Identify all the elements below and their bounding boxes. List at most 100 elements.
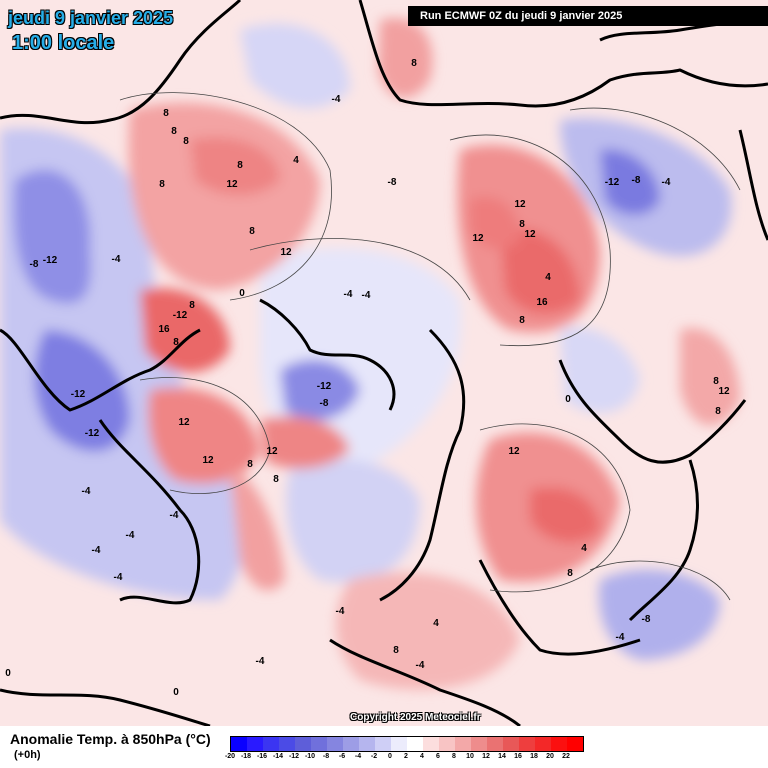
contour-label: 0 <box>5 668 11 679</box>
color-swatch <box>375 737 391 751</box>
contour-label: 16 <box>158 324 170 335</box>
color-scale-tick: 12 <box>482 753 490 760</box>
color-scale-tick: 6 <box>436 753 440 760</box>
color-swatch <box>551 737 567 751</box>
color-swatch <box>311 737 327 751</box>
color-swatch <box>247 737 263 751</box>
color-scale-tick: 10 <box>466 753 474 760</box>
contour-label: -4 <box>114 572 123 583</box>
contour-label: 8 <box>249 226 255 237</box>
contour-label: 8 <box>189 300 195 311</box>
color-scale <box>230 736 584 752</box>
color-swatch <box>279 737 295 751</box>
contour-label: 12 <box>514 199 526 210</box>
contour-label: 12 <box>524 229 536 240</box>
contour-label: -4 <box>362 290 371 301</box>
contour-label: -4 <box>112 254 121 265</box>
contour-label: 16 <box>536 297 548 308</box>
contour-label: 4 <box>581 543 587 554</box>
contour-label: -4 <box>344 289 353 300</box>
color-swatch <box>423 737 439 751</box>
color-swatch <box>327 737 343 751</box>
contour-label: -4 <box>170 510 179 521</box>
date-title: jeudi 9 janvier 2025 <box>8 8 174 28</box>
color-scale-tick: -2 <box>370 753 378 760</box>
contour-label: -12 <box>43 255 58 266</box>
contour-label: -4 <box>416 660 425 671</box>
color-scale-tick: 8 <box>452 753 456 760</box>
contour-label: -12 <box>317 381 332 392</box>
color-scale-tick: 4 <box>420 753 424 760</box>
contour-label: 4 <box>545 272 551 283</box>
contour-label: 8 <box>567 568 573 579</box>
contour-label: -4 <box>336 606 345 617</box>
color-swatch <box>471 737 487 751</box>
contour-label: 12 <box>280 247 292 258</box>
color-scale-tick: 14 <box>498 753 506 760</box>
contour-label: -4 <box>126 530 135 541</box>
color-scale-tick: -18 <box>240 753 252 760</box>
color-scale-tick: -16 <box>256 753 268 760</box>
run-banner: Run ECMWF 0Z du jeudi 9 janvier 2025 <box>408 6 768 26</box>
contour-label: 8 <box>273 474 279 485</box>
color-swatch <box>439 737 455 751</box>
contour-label: 0 <box>239 288 245 299</box>
contour-label: -8 <box>30 259 39 270</box>
copyright-label: Copyright 2025 Meteociel.fr <box>350 712 481 723</box>
contour-label: 12 <box>718 386 730 397</box>
contour-label: 8 <box>713 376 719 387</box>
contour-label: -8 <box>642 614 651 625</box>
contour-label: 12 <box>508 446 520 457</box>
contour-label: 12 <box>202 455 214 466</box>
contour-label: 12 <box>266 446 278 457</box>
color-swatch <box>407 737 423 751</box>
color-swatch <box>519 737 535 751</box>
coastlines <box>0 0 768 726</box>
contour-lines <box>119 92 741 601</box>
contour-label: -4 <box>616 632 625 643</box>
contour-label: 8 <box>393 645 399 656</box>
contour-label: -12 <box>605 177 620 188</box>
contour-label: 12 <box>178 417 190 428</box>
contour-label: -8 <box>632 175 641 186</box>
color-scale-tick: 18 <box>530 753 538 760</box>
time-title: 1:00 locale <box>12 32 115 54</box>
color-scale-tick: -20 <box>224 753 236 760</box>
contour-label: -12 <box>173 310 188 321</box>
contour-label: 12 <box>226 179 238 190</box>
contour-label: -8 <box>388 177 397 188</box>
color-swatch <box>567 737 583 751</box>
color-swatch <box>503 737 519 751</box>
contour-label: 4 <box>293 155 299 166</box>
contour-label: -8 <box>320 398 329 409</box>
color-swatch <box>263 737 279 751</box>
contour-label: 8 <box>247 459 253 470</box>
color-scale-tick: 2 <box>404 753 408 760</box>
contour-label: -4 <box>92 545 101 556</box>
contour-label: 0 <box>173 687 179 698</box>
color-swatch <box>455 737 471 751</box>
contour-label: 8 <box>159 179 165 190</box>
contour-label: 8 <box>237 160 243 171</box>
variable-title: Anomalie Temp. à 850hPa (°C) <box>10 731 211 747</box>
contour-label: 8 <box>173 337 179 348</box>
anomaly-fields <box>0 18 740 690</box>
color-scale-tick: 20 <box>546 753 554 760</box>
contour-label: -4 <box>662 177 671 188</box>
color-swatch <box>295 737 311 751</box>
color-scale-tick: -6 <box>338 753 346 760</box>
color-swatch <box>535 737 551 751</box>
color-scale-tick: 0 <box>388 753 392 760</box>
color-scale-ticks: -20 -18 -16 -14 -12 -10 -8 -6 -4 -2 0 2 4 6 8 10 12 14 16 1… <box>225 753 570 765</box>
contour-label: 8 <box>715 406 721 417</box>
color-scale-tick: -12 <box>288 753 300 760</box>
contour-label: -12 <box>85 428 100 439</box>
contour-label: 8 <box>411 58 417 69</box>
contour-label: -4 <box>332 94 341 105</box>
color-swatch <box>343 737 359 751</box>
contour-label: 12 <box>472 233 484 244</box>
color-swatch <box>391 737 407 751</box>
lead-time: (+0h) <box>14 749 41 761</box>
contour-label: 4 <box>433 618 439 629</box>
